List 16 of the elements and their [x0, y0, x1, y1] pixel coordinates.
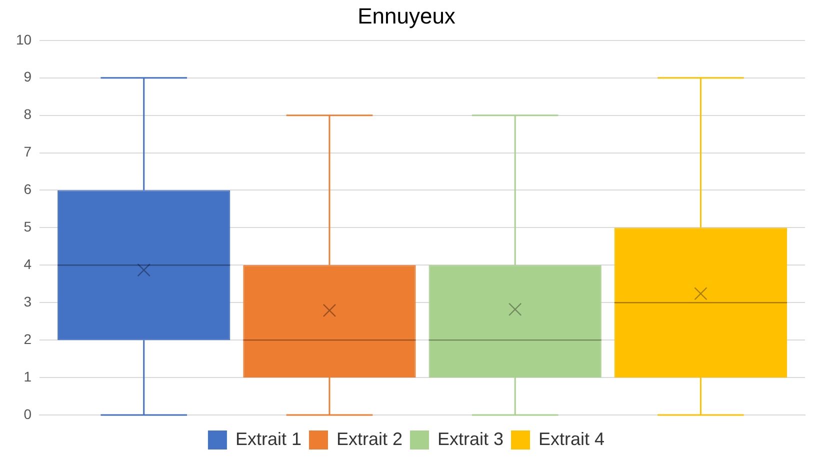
legend-label: Extrait 1 [235, 428, 302, 449]
y-tick-label: 7 [24, 144, 32, 160]
y-tick-label: 5 [24, 218, 32, 235]
y-tick-label: 4 [24, 256, 32, 272]
y-tick-label: 10 [16, 31, 32, 48]
legend-label: Extrait 2 [336, 428, 403, 449]
y-tick-label: 3 [24, 293, 32, 310]
y-tick-label: 6 [24, 181, 32, 198]
y-tick-label: 1 [24, 368, 32, 384]
y-tick-label: 9 [24, 68, 32, 85]
y-tick-label: 0 [24, 406, 32, 422]
y-tick-label: 2 [24, 330, 32, 347]
chart-title: Ennuyeux [358, 3, 456, 28]
y-tick-label: 8 [24, 106, 32, 122]
legend-label: Extrait 3 [438, 428, 504, 449]
legend-label: Extrait 4 [538, 428, 605, 449]
